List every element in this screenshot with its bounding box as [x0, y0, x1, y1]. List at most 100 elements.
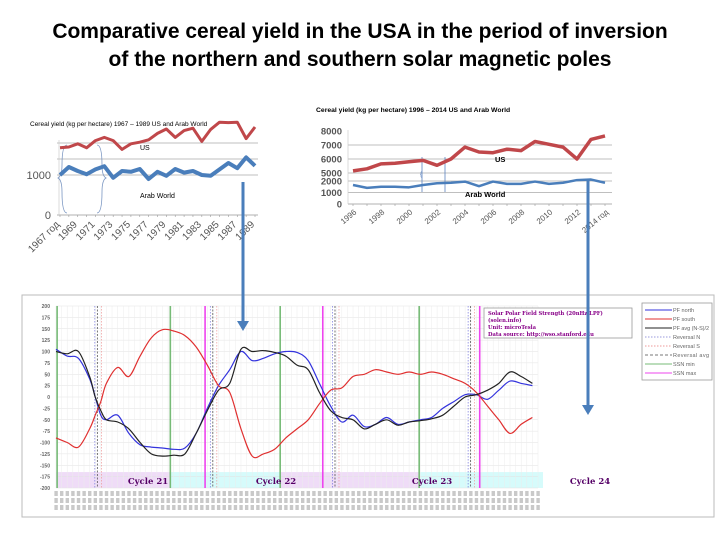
solar-x-tick-glyph — [312, 498, 316, 503]
solar-y-tick-label: -100 — [40, 441, 50, 447]
solar-x-tick-glyph — [93, 498, 98, 503]
chart2-x-tick-label: 2008 — [507, 207, 527, 226]
solar-x-tick-glyph — [200, 491, 204, 496]
legend-entry: Reversal S — [673, 344, 700, 350]
solar-y-tick-label: 175 — [42, 315, 51, 321]
solar-x-tick-glyph — [177, 491, 182, 496]
legend-entry: Reversal N — [673, 335, 700, 341]
solar-info-box: Solar Polar Field Strength (20nHz LPF) (… — [483, 307, 633, 339]
solar-x-tick-glyph — [188, 505, 193, 510]
solar-x-tick-glyph — [429, 491, 434, 496]
solar-x-tick-glyph — [155, 498, 159, 503]
chart1-x-tick-label: 1983 — [180, 219, 204, 243]
solar-x-tick-glyph — [99, 491, 103, 496]
chart2-x-tick-label: 2014 год — [580, 207, 610, 234]
solar-x-tick-glyph — [457, 505, 462, 510]
solar-x-tick-glyph — [441, 498, 445, 503]
solar-x-tick-glyph — [149, 498, 154, 503]
solar-x-tick-glyph — [127, 498, 131, 503]
solar-x-tick-glyph — [183, 491, 187, 496]
chart1-y-tick-label: 1000 — [27, 170, 51, 182]
chart1-us-label: US — [140, 145, 150, 152]
chart1-x-tick-label: 1989 — [234, 219, 258, 243]
solar-x-tick-glyph — [480, 505, 484, 510]
solar-y-tick-label: -200 — [40, 486, 50, 492]
pf-avg-series — [55, 346, 533, 457]
solar-x-tick-glyph — [329, 505, 333, 510]
solar-x-tick-glyph — [88, 498, 92, 503]
solar-x-tick-glyph — [413, 498, 417, 503]
solar-x-tick-glyph — [222, 505, 226, 510]
solar-x-tick-glyph — [216, 498, 221, 503]
solar-x-tick-glyph — [435, 491, 439, 496]
solar-x-tick-glyph — [379, 498, 383, 503]
solar-x-tick-glyph — [407, 491, 411, 496]
solar-y-tick-label: 25 — [44, 384, 50, 390]
solar-x-tick-glyph — [116, 498, 120, 503]
solar-x-tick-glyph — [76, 498, 81, 503]
solar-x-tick-glyph — [429, 498, 434, 503]
solar-x-tick-glyph — [396, 505, 400, 510]
solar-x-tick-glyph — [368, 498, 372, 503]
solar-x-tick-glyph — [485, 498, 490, 503]
solar-x-tick-glyph — [272, 498, 277, 503]
solar-x-tick-glyph — [329, 491, 333, 496]
solar-x-tick-glyph — [323, 491, 327, 496]
solar-x-tick-glyph — [121, 505, 126, 510]
chart2-y-tick-label: 2000 — [321, 177, 342, 188]
solar-x-tick-glyph — [435, 505, 439, 510]
chart2-series-arab — [352, 178, 606, 190]
chart1-title: Cereal yield (kg per hectare) 1967 – 198… — [30, 121, 208, 128]
solar-x-tick-glyph — [132, 505, 137, 510]
solar-x-tick-glyph — [407, 505, 411, 510]
solar-x-tick-glyph — [446, 505, 451, 510]
chart2-title: Cereal yield (kg per hectare) 1996 – 201… — [316, 107, 510, 114]
solar-x-tick-glyph — [155, 505, 159, 510]
solar-x-tick-glyph — [289, 491, 294, 496]
solar-x-tick-glyph — [536, 491, 540, 496]
solar-x-tick-glyph — [362, 505, 367, 510]
solar-x-tick-glyph — [172, 491, 176, 496]
solar-x-tick-glyph — [149, 491, 154, 496]
solar-x-tick-glyph — [194, 498, 198, 503]
solar-x-tick-glyph — [99, 505, 103, 510]
solar-x-tick-glyph — [76, 505, 81, 510]
chart2-y-tick-label: 5000 — [321, 169, 342, 180]
solar-x-tick-glyph — [368, 505, 372, 510]
solar-x-tick-glyph — [228, 505, 232, 510]
solar-x-tick-glyph — [261, 491, 266, 496]
solar-x-tick-glyph — [396, 498, 400, 503]
solar-x-tick-glyph — [519, 491, 523, 496]
solar-x-tick-glyph — [469, 498, 473, 503]
solar-x-tick-glyph — [407, 498, 411, 503]
solar-x-tick-glyph — [54, 491, 58, 496]
slide-title: Comparative cereal yield in the USA in t… — [0, 18, 720, 74]
solar-x-tick-glyph — [508, 505, 512, 510]
info-line-2: (solen.info) — [488, 317, 522, 324]
solar-y-tick-label: -25 — [43, 406, 50, 412]
solar-x-tick-glyph — [284, 491, 288, 496]
solar-x-tick-glyph — [491, 505, 495, 510]
legend-entry: PF avg (N-S)/2 — [673, 326, 709, 332]
chart1-arab-label: Arab World — [140, 193, 175, 200]
solar-x-tick-glyph — [519, 498, 523, 503]
solar-x-tick-glyph — [357, 505, 361, 510]
solar-x-tick-glyph — [256, 498, 260, 503]
solar-x-tick-glyph — [261, 498, 266, 503]
solar-x-tick-glyph — [491, 491, 495, 496]
solar-x-tick-glyph — [401, 505, 406, 510]
solar-x-tick-glyph — [82, 498, 86, 503]
chart2-y-tick-label: 8000 — [321, 127, 342, 138]
solar-x-tick-glyph — [233, 505, 238, 510]
solar-x-tick-glyph — [127, 491, 131, 496]
solar-x-tick-glyph — [166, 505, 170, 510]
solar-x-tick-glyph — [469, 491, 473, 496]
solar-x-tick-glyph — [278, 505, 282, 510]
solar-x-tick-glyph — [357, 491, 361, 496]
solar-y-tick-label: 50 — [44, 372, 50, 378]
legend-entry: PF south — [673, 317, 695, 323]
solar-x-tick-glyph — [312, 505, 316, 510]
solar-x-tick-glyph — [121, 498, 126, 503]
solar-x-tick-glyph — [485, 491, 490, 496]
